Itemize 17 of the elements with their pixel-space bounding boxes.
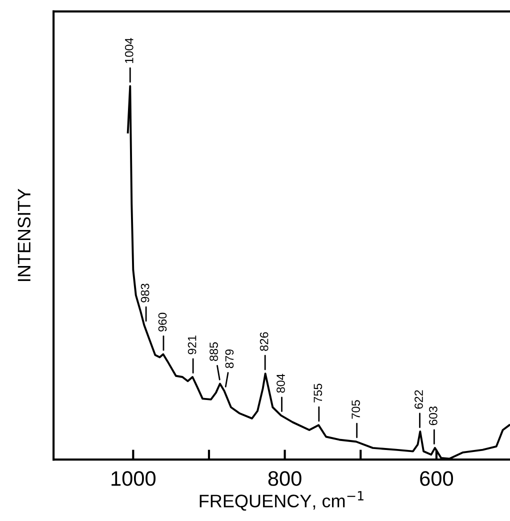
y-axis-title: INTENSITY bbox=[18, 188, 31, 281]
annotation: 983 bbox=[140, 284, 150, 302]
annotation: 879 bbox=[225, 349, 234, 368]
annotation: 603 bbox=[428, 406, 438, 426]
annotation: 1004 bbox=[124, 38, 134, 64]
annotation: 804 bbox=[276, 374, 285, 393]
x-tick-label: 1000 bbox=[112, 471, 156, 486]
annotation: 960 bbox=[158, 312, 167, 332]
x-tick-label: 800 bbox=[268, 471, 302, 486]
annotation: 826 bbox=[260, 332, 268, 351]
x-tick-label: 600 bbox=[420, 471, 454, 486]
annotation: 885 bbox=[210, 342, 218, 361]
annotation: 921 bbox=[188, 336, 196, 354]
annotation: 705 bbox=[352, 400, 360, 419]
annotation: 622 bbox=[414, 390, 423, 409]
x-axis-title: FREQUENCY, cm$^{−1}$ bbox=[200, 491, 364, 511]
annotation: 755 bbox=[314, 384, 322, 402]
